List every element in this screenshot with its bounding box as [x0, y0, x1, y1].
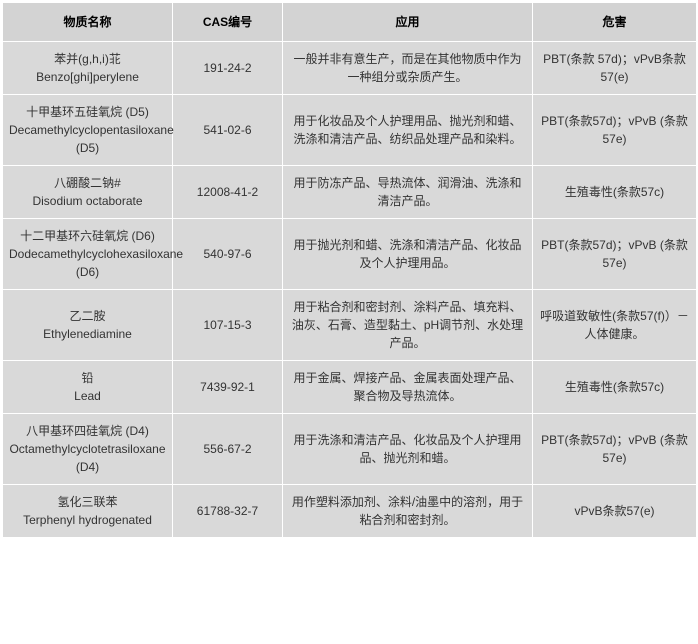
cell-hazard: 呼吸道致敏性(条款57(f)）－ 人体健康。	[533, 290, 697, 361]
name-en: Terphenyl hydrogenated	[9, 511, 166, 529]
table-row: 铅Lead7439-92-1用于金属、焊接产品、金属表面处理产品、聚合物及导热流…	[3, 361, 697, 414]
table-body: 苯并(g,h,i)苝Benzo[ghi]perylene191-24-2一般并非…	[3, 42, 697, 538]
table-header-row: 物质名称 CAS编号 应用 危害	[3, 3, 697, 42]
cell-hazard: 生殖毒性(条款57c)	[533, 361, 697, 414]
col-header-hazard: 危害	[533, 3, 697, 42]
name-cn: 十甲基环五硅氧烷 (D5)	[9, 103, 166, 121]
cell-app: 用于金属、焊接产品、金属表面处理产品、聚合物及导热流体。	[283, 361, 533, 414]
col-header-app: 应用	[283, 3, 533, 42]
cell-hazard: vPvB条款57(e)	[533, 485, 697, 538]
cell-cas: 540-97-6	[173, 219, 283, 290]
col-header-cas: CAS编号	[173, 3, 283, 42]
name-en: Disodium octaborate	[9, 192, 166, 210]
cell-cas: 12008-41-2	[173, 166, 283, 219]
cell-name: 铅Lead	[3, 361, 173, 414]
cell-cas: 7439-92-1	[173, 361, 283, 414]
chemicals-table: 物质名称 CAS编号 应用 危害 苯并(g,h,i)苝Benzo[ghi]per…	[2, 2, 697, 538]
name-cn: 十二甲基环六硅氧烷 (D6)	[9, 227, 166, 245]
cell-name: 十甲基环五硅氧烷 (D5)Decamethylcyclopentasiloxan…	[3, 95, 173, 166]
cell-app: 用于抛光剂和蜡、洗涤和清洁产品、化妆品及个人护理用品。	[283, 219, 533, 290]
cell-hazard: PBT(条款 57d)；vPvB条款57(e)	[533, 42, 697, 95]
name-cn: 铅	[9, 369, 166, 387]
cell-name: 八硼酸二钠#Disodium octaborate	[3, 166, 173, 219]
cell-app: 用于粘合剂和密封剂、涂料产品、填充料、油灰、石膏、造型黏土、pH调节剂、水处理产…	[283, 290, 533, 361]
cell-name: 氢化三联苯Terphenyl hydrogenated	[3, 485, 173, 538]
cell-name: 八甲基环四硅氧烷 (D4)Octamethylcyclotetrasiloxan…	[3, 414, 173, 485]
cell-hazard: PBT(条款57d)；vPvB (条款57e)	[533, 414, 697, 485]
cell-cas: 107-15-3	[173, 290, 283, 361]
name-cn: 氢化三联苯	[9, 493, 166, 511]
cell-name: 乙二胺Ethylenediamine	[3, 290, 173, 361]
cell-app: 用于化妆品及个人护理用品、抛光剂和蜡、洗涤和清洁产品、纺织品处理产品和染料。	[283, 95, 533, 166]
name-en: Octamethylcyclotetrasiloxane (D4)	[9, 440, 166, 476]
cell-cas: 556-67-2	[173, 414, 283, 485]
name-en: Ethylenediamine	[9, 325, 166, 343]
table-row: 八硼酸二钠#Disodium octaborate12008-41-2用于防冻产…	[3, 166, 697, 219]
name-cn: 八硼酸二钠#	[9, 174, 166, 192]
table-row: 乙二胺Ethylenediamine107-15-3用于粘合剂和密封剂、涂料产品…	[3, 290, 697, 361]
cell-cas: 191-24-2	[173, 42, 283, 95]
table-row: 氢化三联苯Terphenyl hydrogenated61788-32-7用作塑…	[3, 485, 697, 538]
table-row: 十二甲基环六硅氧烷 (D6)Dodecamethylcyclohexasilox…	[3, 219, 697, 290]
col-header-name: 物质名称	[3, 3, 173, 42]
cell-app: 一般并非有意生产，而是在其他物质中作为一种组分或杂质产生。	[283, 42, 533, 95]
name-cn: 苯并(g,h,i)苝	[9, 50, 166, 68]
cell-name: 苯并(g,h,i)苝Benzo[ghi]perylene	[3, 42, 173, 95]
name-en: Benzo[ghi]perylene	[9, 68, 166, 86]
cell-hazard: 生殖毒性(条款57c)	[533, 166, 697, 219]
cell-app: 用于洗涤和清洁产品、化妆品及个人护理用品、抛光剂和蜡。	[283, 414, 533, 485]
name-en: Lead	[9, 387, 166, 405]
cell-hazard: PBT(条款57d)；vPvB (条款57e)	[533, 95, 697, 166]
cell-name: 十二甲基环六硅氧烷 (D6)Dodecamethylcyclohexasilox…	[3, 219, 173, 290]
cell-app: 用作塑料添加剂、涂料/油墨中的溶剂，用于粘合剂和密封剂。	[283, 485, 533, 538]
cell-hazard: PBT(条款57d)；vPvB (条款57e)	[533, 219, 697, 290]
table-row: 苯并(g,h,i)苝Benzo[ghi]perylene191-24-2一般并非…	[3, 42, 697, 95]
table-row: 八甲基环四硅氧烷 (D4)Octamethylcyclotetrasiloxan…	[3, 414, 697, 485]
cell-cas: 61788-32-7	[173, 485, 283, 538]
table-row: 十甲基环五硅氧烷 (D5)Decamethylcyclopentasiloxan…	[3, 95, 697, 166]
cell-app: 用于防冻产品、导热流体、润滑油、洗涤和清洁产品。	[283, 166, 533, 219]
cell-cas: 541-02-6	[173, 95, 283, 166]
name-cn: 八甲基环四硅氧烷 (D4)	[9, 422, 166, 440]
name-en: Dodecamethylcyclohexasiloxane (D6)	[9, 245, 166, 281]
name-cn: 乙二胺	[9, 307, 166, 325]
name-en: Decamethylcyclopentasiloxane (D5)	[9, 121, 166, 157]
